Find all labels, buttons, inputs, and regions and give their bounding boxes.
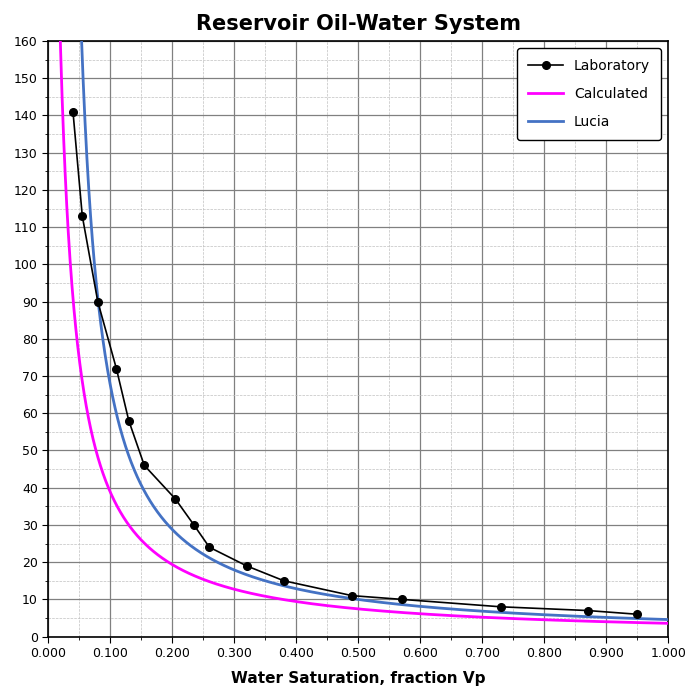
- Laboratory: [633, 610, 641, 618]
- Laboratory: [140, 461, 148, 470]
- Line: Laboratory: Laboratory: [69, 108, 641, 618]
- Lucia: [261, 577, 270, 585]
- Calculated: [645, 619, 654, 627]
- Lucia: [664, 615, 672, 624]
- Laboratory: [125, 416, 133, 425]
- Laboratory: [171, 495, 179, 503]
- Legend: Laboratory, Calculated, Lucia: Laboratory, Calculated, Lucia: [517, 48, 661, 140]
- Line: Lucia: Lucia: [58, 0, 668, 620]
- Laboratory: [205, 543, 214, 552]
- Laboratory: [190, 521, 198, 529]
- Lucia: [421, 603, 429, 611]
- Calculated: [329, 602, 337, 610]
- Calculated: [76, 363, 85, 372]
- Laboratory: [583, 606, 592, 615]
- Lucia: [607, 613, 615, 622]
- Lucia: [99, 334, 107, 342]
- Calculated: [532, 615, 540, 624]
- Calculated: [664, 619, 672, 627]
- Lucia: [428, 603, 437, 612]
- Laboratory: [69, 108, 77, 116]
- Laboratory: [279, 577, 288, 585]
- Laboratory: [242, 561, 251, 570]
- Lucia: [179, 536, 188, 544]
- Laboratory: [496, 603, 505, 611]
- Calculated: [346, 604, 354, 612]
- Laboratory: [348, 592, 356, 600]
- X-axis label: Water Saturation, fraction Vp: Water Saturation, fraction Vp: [231, 671, 485, 686]
- Laboratory: [112, 365, 120, 373]
- Laboratory: [398, 595, 406, 603]
- Calculated: [645, 619, 654, 627]
- Title: Reservoir Oil-Water System: Reservoir Oil-Water System: [196, 14, 521, 34]
- Line: Calculated: Calculated: [49, 0, 668, 623]
- Laboratory: [78, 212, 87, 220]
- Laboratory: [94, 298, 102, 306]
